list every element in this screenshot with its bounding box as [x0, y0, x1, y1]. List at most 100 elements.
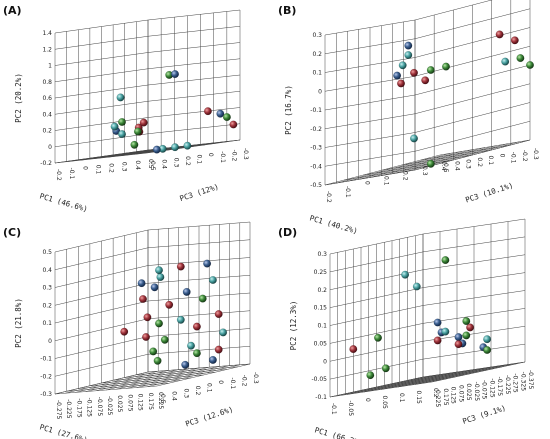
y-tick-label: 0.8: [42, 79, 52, 86]
data-point: [183, 141, 192, 150]
y-tick-label: -0.1: [40, 356, 52, 363]
x-tick-label: -0.175: [496, 377, 503, 397]
data-point: [198, 294, 207, 303]
z-tick-label: -0.1: [344, 186, 351, 198]
floor-gridline: [414, 364, 509, 385]
data-point: [219, 328, 228, 337]
panel-label: (D): [278, 226, 297, 239]
y-tick-label: -0.1: [315, 394, 327, 401]
z-tick-label: -0.2: [325, 191, 332, 203]
floor-gridline: [363, 159, 454, 176]
x-tick-label: 0.2: [476, 157, 483, 167]
data-point: [154, 319, 163, 328]
floor-gridline: [146, 364, 240, 388]
z-tick-label: 0.075: [126, 394, 133, 411]
floor-gridline: [431, 361, 526, 383]
z-tick-label: 0.1: [383, 176, 390, 186]
z-tick-label: 0.125: [137, 394, 144, 411]
panel-b: -0.5 -0.4 -0.3 -0.2 -0.1 0 0.1 0.2 0.3 -0.3 -0.2 -0…: [278, 0, 539, 236]
y-tick-label: 0.15: [314, 305, 328, 312]
y-tick-label: 1.2: [42, 46, 52, 53]
z-axis-label: PC3 (12.6%): [184, 405, 234, 429]
data-point: [133, 127, 142, 136]
y-axis-label: PC2 (20.2%): [14, 73, 23, 123]
floor-gridline: [344, 164, 435, 181]
x-tick-label: 0.025: [465, 383, 472, 400]
z-tick-label: 0.5: [147, 159, 154, 169]
y-tick-label: 1: [48, 63, 52, 70]
z-tick-label: 0.15: [415, 391, 422, 405]
y-tick-label: -0.3: [40, 391, 52, 398]
data-point: [462, 331, 471, 340]
y-tick-label: 0.1: [312, 70, 322, 77]
z-tick-label: 0.2: [402, 171, 409, 181]
y-tick-label: 0.2: [312, 51, 322, 58]
gridlines: [329, 218, 526, 398]
data-point: [138, 294, 147, 303]
floor-gridline: [397, 366, 492, 388]
data-point: [421, 76, 430, 85]
z-tick-label: 0.025: [116, 395, 123, 412]
data-point: [216, 109, 225, 118]
floor-gridline: [120, 142, 214, 157]
floor-gridline: [420, 144, 511, 161]
z-tick-label: -0.175: [75, 398, 82, 418]
x-tick-label: 0.4: [161, 159, 168, 169]
panel-a: -0.2 0 0.2 0.4 0.6 0.8 1 1.2 1.4 -0.3 -0.2 -0.1 0 0.1…: [3, 4, 249, 214]
x-tick-label: 0.4: [453, 161, 460, 171]
x-axis-label: PC1 (66.2%): [314, 425, 364, 439]
data-point: [373, 333, 382, 342]
data-point: [404, 51, 413, 60]
floor-gridline: [95, 368, 189, 392]
z-tick-label: -0.025: [106, 396, 113, 416]
data-point: [116, 93, 125, 102]
x-tick-label: -0.125: [488, 378, 495, 398]
y-tick-label: 0.2: [317, 287, 327, 294]
x-tick-label: 0.2: [194, 386, 201, 396]
data-point: [186, 341, 195, 350]
data-point: [137, 279, 146, 288]
data-point: [110, 122, 119, 131]
data-point: [454, 340, 463, 349]
y-tick-label: 0.4: [42, 267, 52, 274]
z-tick-label: 0.4: [440, 161, 447, 171]
data-point: [441, 62, 450, 71]
x-tick-label: -0.2: [240, 375, 247, 387]
data-point: [441, 327, 450, 336]
floor-gridline: [439, 139, 531, 156]
x-tick-label: 0.5: [149, 161, 156, 171]
x-tick-label: -0.375: [527, 370, 534, 390]
z-tick-label: 0.05: [381, 396, 388, 410]
x-tick-label: -0.1: [229, 378, 236, 390]
wall-gridline: [147, 58, 241, 69]
z-tick-label: 0.2: [432, 388, 439, 398]
x-tick-label: -0.2: [521, 150, 528, 162]
x-tick-label: -0.325: [519, 372, 526, 392]
data-point: [154, 266, 163, 275]
data-point: [141, 332, 150, 341]
data-point: [203, 259, 212, 268]
data-point: [130, 140, 139, 149]
x-tick-label: 0.3: [182, 389, 189, 399]
x-tick-label: -0.1: [510, 152, 517, 164]
y-tick-label: 0.6: [42, 95, 52, 102]
data-point: [203, 107, 212, 116]
data-point: [165, 300, 174, 309]
data-point: [229, 120, 238, 129]
data-point: [170, 143, 179, 152]
x-tick-label: 0.3: [465, 159, 472, 169]
y-tick-label: -0.4: [310, 163, 322, 170]
x-axis-label: PC1 (40.2%): [309, 213, 359, 235]
data-point: [120, 327, 129, 336]
floor-gridline: [346, 374, 441, 395]
z-tick-label: 0: [364, 398, 371, 402]
z-tick-label: 0.175: [147, 393, 154, 410]
data-point: [409, 134, 418, 143]
gridlines: [54, 221, 251, 395]
y-tick-label: -0.05: [311, 376, 327, 383]
data-point: [441, 256, 450, 265]
y-tick-label: -0.1: [310, 107, 322, 114]
data-point: [139, 118, 148, 127]
x-tick-label: -0.025: [473, 382, 480, 402]
wall-gridline: [147, 9, 241, 21]
